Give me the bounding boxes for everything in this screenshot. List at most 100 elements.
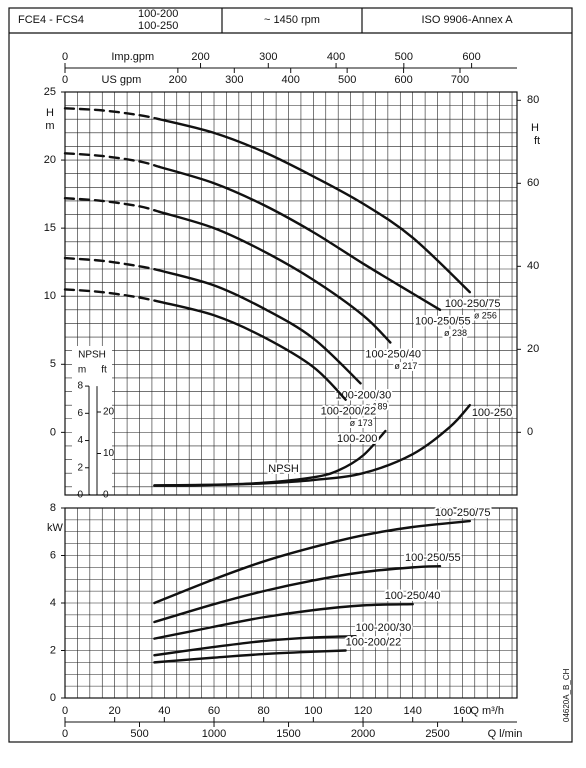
power-curve (153, 635, 357, 657)
head-curve (158, 210, 392, 344)
head-curve-dashed (63, 107, 161, 121)
bottom-tick-label: 0 (62, 728, 68, 740)
npsh-axis-title: NPSH (78, 350, 106, 361)
bottom-axis-label: Q l/min (488, 728, 523, 740)
bottom-tick-label: 140 (404, 705, 422, 717)
head-curve (158, 165, 442, 312)
bottom-tick-label: 2500 (425, 728, 449, 740)
header-model: FCE4 - FCS4 (18, 14, 84, 26)
npsh-m-tick-label: 0 (77, 490, 83, 501)
y-tick-label: 0 (50, 692, 56, 704)
npsh-ft-tick-label: 0 (103, 490, 109, 501)
plot-border (64, 91, 518, 496)
y-tick-label: 25 (44, 86, 56, 98)
top-tick-label: 600 (394, 74, 412, 86)
top-tick-label: 400 (282, 74, 300, 86)
top-tick-label: 0 (62, 74, 68, 86)
top-axis-label: Imp.gpm (111, 51, 154, 63)
y-tick-label: 20 (44, 154, 56, 166)
series-label: 100-250/55 (405, 552, 461, 564)
top-tick-label: 500 (395, 51, 413, 63)
npsh-m-tick-label: 2 (77, 462, 83, 473)
y-tick-label: 6 (50, 549, 56, 561)
y-tick-label: 8 (50, 502, 56, 514)
y2-tick-label: 20 (527, 343, 539, 355)
top-tick-label: 200 (169, 74, 187, 86)
npsh-m-tick-label: 4 (77, 435, 83, 446)
series-label: 100-250/75 (445, 298, 501, 310)
y2-axis-label: ft (534, 135, 540, 147)
head-curve-dashed (63, 256, 161, 272)
bottom-tick-label: 20 (109, 705, 121, 717)
diameter-label: ø 173 (350, 418, 373, 428)
series-label: 100-200/22 (346, 636, 402, 648)
series-label: 100-200/22 (321, 406, 377, 418)
top-tick-label: 600 (462, 51, 480, 63)
bottom-tick-label: 0 (62, 705, 68, 717)
diameter-label: ø 189 (365, 402, 388, 412)
bottom-tick-label: 2000 (351, 728, 375, 740)
series-label: 100-250/40 (365, 348, 421, 360)
npsh-annotation: NPSH (268, 463, 299, 475)
header-variant: 100-200 (138, 8, 178, 20)
series-label: 100-250/75 (435, 507, 491, 519)
y-tick-label: 2 (50, 644, 56, 656)
bottom-tick-label: 1500 (276, 728, 300, 740)
y2-axis-label: H (531, 122, 539, 134)
diameter-label: ø 256 (474, 311, 497, 321)
npsh-m-tick-label: 6 (77, 408, 83, 419)
top-tick-label: 500 (338, 74, 356, 86)
header-standard: ISO 9906-Annex A (421, 14, 513, 26)
power-curve (153, 564, 442, 624)
drawing-code: 04620A_B_CH (562, 668, 571, 722)
series-label: 100-200/30 (356, 622, 412, 634)
power-curve (153, 519, 472, 605)
npsh-ft-tick-label: 10 (103, 448, 115, 459)
series-label: 100-200/30 (336, 389, 392, 401)
y2-tick-label: 60 (527, 177, 539, 189)
frame (8, 7, 573, 743)
head-curve (158, 118, 472, 294)
series-label: 100-250/40 (385, 590, 441, 602)
top-tick-label: 700 (451, 74, 469, 86)
bottom-axis-label: Q m³/h (470, 705, 504, 717)
head-curve (158, 269, 362, 385)
y-tick-label: 5 (50, 358, 56, 370)
header-variant: 100-250 (138, 20, 178, 32)
top-tick-label: 300 (259, 51, 277, 63)
npsh-ft-tick-label: 20 (103, 407, 115, 418)
diameter-label: ø 238 (444, 328, 467, 338)
y2-tick-label: 80 (527, 94, 539, 106)
top-axis-label: US gpm (102, 74, 142, 86)
diameter-label: ø 217 (394, 361, 417, 371)
head-curve-dashed (63, 196, 161, 214)
header-speed: ~ 1450 rpm (264, 14, 320, 26)
npsh-series-label: 100-200 (337, 433, 377, 445)
y-axis-label: m (45, 120, 54, 132)
top-tick-label: 300 (225, 74, 243, 86)
y-tick-label: 10 (44, 290, 56, 302)
power-curve (153, 649, 347, 664)
bottom-tick-label: 120 (354, 705, 372, 717)
power-curve (153, 602, 414, 640)
series-label: 100-250/55 (415, 316, 471, 328)
npsh-curve (153, 403, 472, 487)
top-tick-label: 400 (327, 51, 345, 63)
head-curve (158, 300, 347, 401)
npsh-ft-label: ft (101, 365, 107, 376)
y-axis-label: kW (47, 522, 64, 534)
npsh-m-label: m (78, 365, 86, 376)
top-tick-label: 0 (62, 51, 68, 63)
bottom-tick-label: 160 (453, 705, 471, 717)
bottom-tick-label: 1000 (202, 728, 226, 740)
y2-tick-label: 0 (527, 426, 533, 438)
bottom-tick-label: 80 (258, 705, 270, 717)
y-tick-label: 0 (50, 426, 56, 438)
top-tick-label: 200 (191, 51, 209, 63)
bottom-tick-label: 60 (208, 705, 220, 717)
npsh-m-tick-label: 8 (77, 381, 83, 392)
y-tick-label: 15 (44, 222, 56, 234)
y-tick-label: 4 (50, 597, 56, 609)
npsh-axis-panel (72, 346, 112, 494)
